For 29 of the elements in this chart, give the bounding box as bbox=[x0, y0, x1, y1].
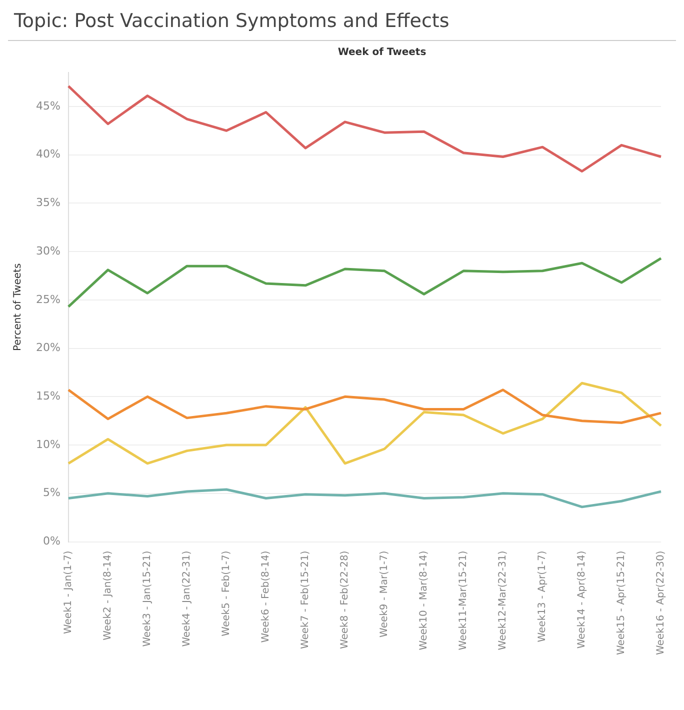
x-tick-label: Week12-Mar(22-31) bbox=[498, 550, 509, 650]
x-tick-label: Week11-Mar(15-21) bbox=[458, 550, 470, 650]
y-tick-label: 45% bbox=[36, 99, 60, 112]
x-tick-label: Week6 - Feb(8-14) bbox=[260, 550, 272, 643]
y-tick-label: 30% bbox=[36, 244, 60, 258]
y-tick-label: 0% bbox=[42, 534, 60, 548]
x-tick-label: Week1 - Jan(1-7) bbox=[63, 550, 74, 634]
x-tick-label: Week9 - Mar(1-7) bbox=[379, 550, 390, 638]
x-tick-label: Week2 - Jan(8-14) bbox=[102, 550, 114, 640]
y-tick-label: 40% bbox=[36, 148, 60, 161]
x-tick-label: Week4 - Jan(22-31) bbox=[182, 550, 193, 647]
x-tick-label: Week8 - Feb(22-28) bbox=[340, 550, 351, 650]
y-tick-label: 10% bbox=[36, 438, 60, 451]
x-tick-label: Week14 - Apr(8-14) bbox=[576, 550, 588, 649]
x-tick-label: Week10 - Mar(8-14) bbox=[418, 550, 430, 650]
chart-title: Topic: Post Vaccination Symptoms and Effects bbox=[8, 8, 676, 41]
x-tick-label: Week5 - Feb(1-7) bbox=[221, 550, 232, 636]
y-tick-label: 25% bbox=[36, 292, 60, 306]
x-tick-label: Week16 - Apr(22-30) bbox=[656, 550, 667, 655]
y-tick-label: 35% bbox=[36, 196, 60, 210]
y-tick-label: 20% bbox=[36, 341, 60, 354]
x-tick-label: Week7 - Feb(15-21) bbox=[300, 550, 312, 650]
x-tick-label: Week3 - Jan(15-21) bbox=[142, 550, 154, 647]
x-axis-title: Week of Tweets bbox=[336, 47, 428, 58]
x-tick-label: Week13 - Apr(1-7) bbox=[537, 550, 548, 642]
x-tick-label: Week15 - Apr(15-21) bbox=[616, 550, 628, 655]
y-tick-label: 5% bbox=[42, 486, 60, 500]
y-axis-title: Percent of Tweets bbox=[12, 263, 24, 352]
y-tick-label: 15% bbox=[36, 390, 60, 403]
